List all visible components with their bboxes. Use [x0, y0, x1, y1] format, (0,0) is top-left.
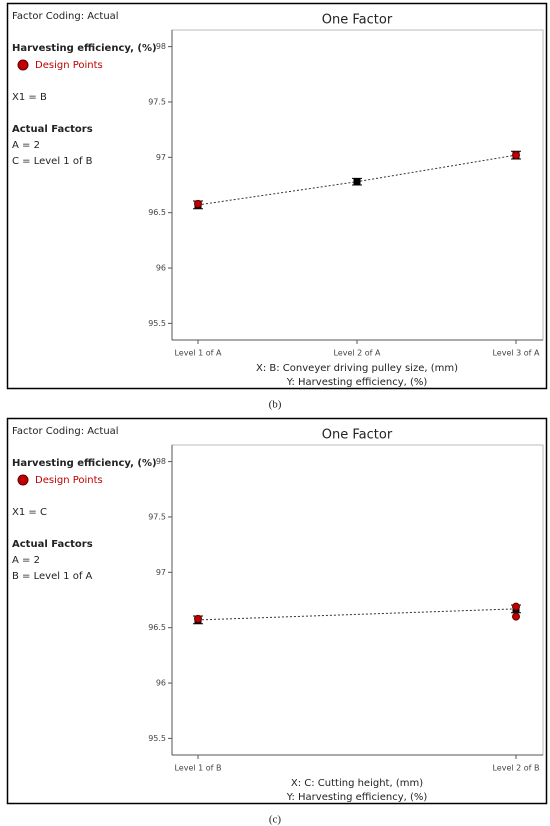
- y-tick-label: 95.5: [148, 319, 166, 328]
- legend-label: Design Points: [35, 475, 103, 486]
- actual-factor: C = Level 1 of B: [12, 156, 93, 167]
- design-point: [512, 612, 520, 621]
- y-tick-label: 95.5: [148, 734, 166, 743]
- y-tick-label: 97: [156, 153, 166, 162]
- panel-frame: [6, 2, 548, 390]
- y-tick-label: 97: [156, 568, 166, 577]
- x-tick-label: Level 1 of A: [174, 349, 222, 358]
- response: Harvesting efficiency, (%): [12, 43, 157, 54]
- actual-factors-heading: Actual Factors: [12, 124, 93, 135]
- design-point: [512, 602, 520, 611]
- plot-area: [171, 444, 544, 756]
- actual-factor: A = 2: [12, 140, 40, 151]
- caption: (c): [269, 814, 282, 826]
- prediction-line: [197, 608, 517, 621]
- x1-setting: X1 = B: [12, 92, 47, 103]
- mean-marker: [353, 178, 361, 186]
- panel-frame: [6, 417, 548, 805]
- y-axis-title: Y: Harvesting efficiency, (%): [286, 377, 428, 388]
- legend-marker: [17, 59, 29, 71]
- x-axis-title: X: C: Cutting height, (mm): [291, 778, 423, 789]
- legend-marker: [17, 474, 29, 486]
- design-point: [194, 614, 202, 623]
- x-tick-label: Level 1 of B: [174, 764, 221, 773]
- y-tick-label: 96: [156, 679, 166, 688]
- design-point: [194, 199, 202, 208]
- x-tick-label: Level 3 of A: [492, 349, 540, 358]
- legend-label: Design Points: [35, 60, 103, 71]
- y-axis-title: Y: Harvesting efficiency, (%): [286, 792, 428, 803]
- factor-coding: Factor Coding: Actual: [12, 426, 119, 437]
- caption: (b): [269, 399, 282, 411]
- x1-setting: X1 = C: [12, 507, 47, 518]
- design-point: [512, 151, 520, 160]
- y-tick-label: 98: [156, 42, 166, 51]
- y-tick-label: 96: [156, 264, 166, 273]
- y-tick-label: 97.5: [148, 512, 166, 521]
- y-tick-label: 98: [156, 457, 166, 466]
- response: Harvesting efficiency, (%): [12, 458, 157, 469]
- chart-title: One Factor: [322, 428, 393, 443]
- y-tick-label: 96.5: [148, 208, 166, 217]
- actual-factor: A = 2: [12, 555, 40, 566]
- actual-factor: B = Level 1 of A: [12, 571, 93, 582]
- x-tick-label: Level 2 of B: [492, 764, 539, 773]
- y-tick-label: 97.5: [148, 97, 166, 106]
- chart-title: One Factor: [322, 13, 393, 28]
- factor-coding: Factor Coding: Actual: [12, 11, 119, 22]
- y-tick-label: 96.5: [148, 623, 166, 632]
- actual-factors-heading: Actual Factors: [12, 539, 93, 550]
- x-axis-title: X: B: Conveyer driving pulley size, (mm): [256, 363, 458, 374]
- x-tick-label: Level 2 of A: [333, 349, 381, 358]
